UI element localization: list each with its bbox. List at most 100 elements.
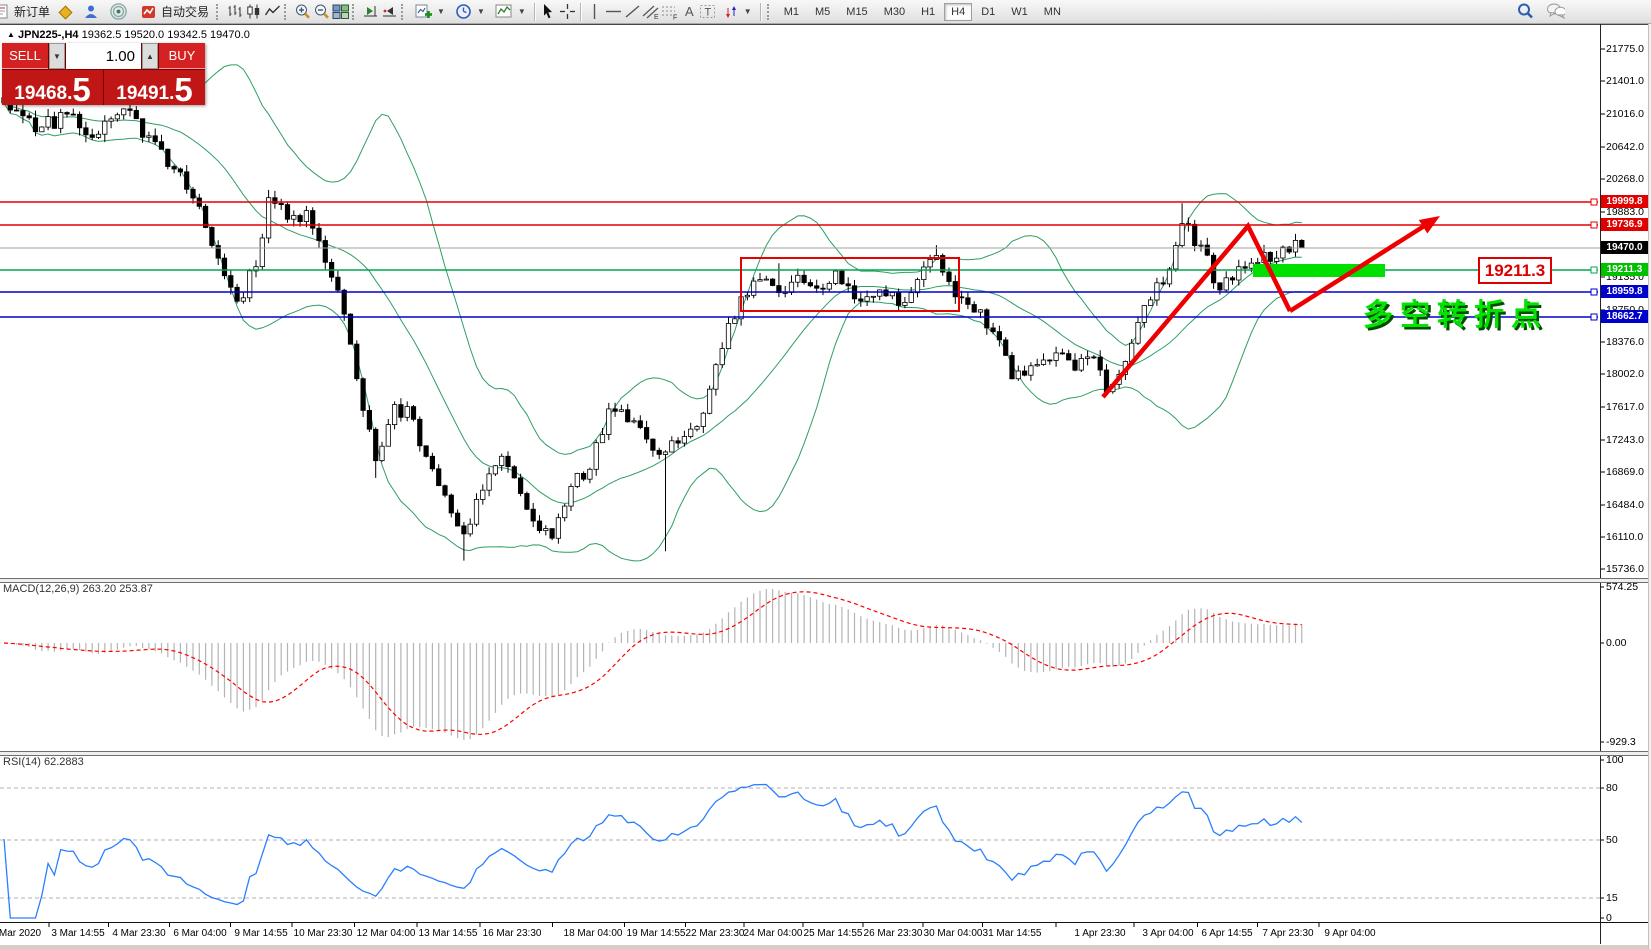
- svg-text:E: E: [654, 14, 659, 20]
- timeframe-m5[interactable]: M5: [815, 5, 831, 18]
- signal-icon[interactable]: [109, 2, 128, 21]
- toolbar-grip: [216, 3, 223, 20]
- timeframe-h4[interactable]: H4: [944, 2, 973, 21]
- price-tick-label: 18376.0: [1606, 336, 1644, 348]
- price-tick-label: 21775.0: [1606, 43, 1644, 55]
- sell-price-main: 19468.: [14, 83, 73, 104]
- time-axis-label: 31 Mar 14:55: [982, 928, 1042, 939]
- bar-chart-mode-icon[interactable]: [225, 2, 244, 21]
- candlestick-mode-icon[interactable]: [244, 2, 263, 21]
- buy-price[interactable]: 19491. 5: [104, 70, 205, 106]
- trend-arrow-head: [1418, 216, 1440, 234]
- timeframe-m1[interactable]: M1: [783, 5, 799, 18]
- symbol-info-bar: ▲ JPN225-,H4 19362.5 19520.0 19342.5 194…: [7, 29, 250, 41]
- svg-text:A: A: [685, 4, 694, 19]
- dropdown-arrow-icon: ▼: [743, 7, 752, 16]
- profiles-button[interactable]: ▼: [450, 1, 490, 22]
- timeframe-m30[interactable]: M30: [883, 5, 906, 18]
- sell-button[interactable]: SELL: [2, 43, 48, 69]
- sell-price[interactable]: 19468. 5: [2, 70, 103, 108]
- svg-text:T: T: [705, 7, 712, 19]
- turning-point-text[interactable]: 多空转折点: [1363, 299, 1548, 332]
- zoom-out-icon[interactable]: [312, 2, 331, 21]
- trend-arrow-drawing[interactable]: [1288, 221, 1430, 313]
- line-chart-mode-icon[interactable]: [263, 2, 282, 21]
- buy-button[interactable]: BUY: [159, 43, 205, 69]
- label-tool-icon[interactable]: T: [699, 2, 718, 21]
- timeframe-mn[interactable]: MN: [1043, 5, 1061, 18]
- rsi-value: 62.2883: [43, 756, 84, 768]
- rsi-label: RSI(14) 62.2883: [3, 756, 84, 768]
- symbol-marker-icon: ▲: [7, 30, 15, 39]
- rsi-axis-label: 80: [1606, 782, 1618, 794]
- toolbar-separator: [579, 2, 582, 21]
- price-tick-label: 17243.0: [1606, 434, 1644, 446]
- time-axis-label: Mar 2020: [0, 928, 42, 939]
- auto-trading-label: 自动交易: [161, 5, 210, 19]
- chart-shift-icon[interactable]: [361, 2, 380, 21]
- bottom-strip: [0, 945, 1651, 949]
- price-tick-label: 21401.0: [1606, 75, 1644, 87]
- new-chart-button[interactable]: ▼: [410, 1, 450, 22]
- current-price-badge: 19470.0: [1601, 241, 1648, 254]
- trend-zigzag-drawing[interactable]: [1101, 221, 1293, 399]
- volume-up-button[interactable]: ▲: [142, 43, 158, 69]
- timeframe-h1[interactable]: H1: [921, 5, 936, 18]
- chart-frame-top: [0, 24, 1651, 25]
- vertical-line-tool-icon[interactable]: [585, 2, 604, 21]
- rsi-pane-divider[interactable]: [0, 751, 1651, 756]
- arrows-tool-button[interactable]: ▼: [718, 1, 757, 22]
- volume-down-button[interactable]: ▼: [49, 43, 65, 69]
- text-tool-icon[interactable]: A: [680, 2, 699, 21]
- crosshair-icon[interactable]: [558, 2, 577, 21]
- time-axis-label: 4 Mar 23:30: [112, 928, 166, 939]
- price-level-badge: 18959.8: [1601, 285, 1648, 298]
- time-axis-label: 3 Apr 04:00: [1142, 928, 1194, 939]
- dropdown-arrow-icon: ▼: [476, 7, 485, 16]
- chat-icon[interactable]: [1546, 2, 1565, 21]
- rsi-axis-label: 15: [1606, 892, 1618, 904]
- horizontal-line-tool-icon[interactable]: [604, 2, 623, 21]
- new-order-button[interactable]: 新订单: [0, 1, 55, 22]
- toolbar-separator: [759, 2, 762, 21]
- price-tick-label: 17617.0: [1606, 401, 1644, 413]
- timeframe-m15[interactable]: M15: [846, 5, 868, 18]
- indicators-button[interactable]: ▼: [490, 1, 531, 22]
- time-axis-label: 13 Mar 14:55: [418, 928, 478, 939]
- search-icon[interactable]: [1516, 2, 1535, 21]
- community-icon[interactable]: [82, 2, 101, 21]
- tile-windows-icon[interactable]: [331, 2, 350, 21]
- toolbar-grip: [401, 3, 408, 20]
- symbol-ohlc: 19362.5 19520.0 19342.5 19470.0: [81, 29, 250, 41]
- price-level-badge: 19736.9: [1601, 218, 1648, 231]
- red-rectangle-drawing[interactable]: [740, 257, 960, 312]
- time-axis-label: 6 Mar 04:00: [173, 928, 227, 939]
- gold-seal-icon[interactable]: [55, 2, 74, 21]
- dropdown-arrow-icon: ▼: [437, 7, 445, 16]
- time-axis-label: 7 Apr 23:30: [1262, 928, 1314, 939]
- trendline-tool-icon[interactable]: [623, 2, 642, 21]
- zoom-in-icon[interactable]: [293, 2, 312, 21]
- sell-price-big-digit: 5: [72, 70, 91, 108]
- time-axis-label: 26 Mar 23:30: [863, 928, 923, 939]
- price-tick-label: 16484.0: [1606, 499, 1644, 511]
- time-axis-border: [0, 922, 1651, 923]
- price-axis-line: [1600, 24, 1601, 944]
- cursor-icon[interactable]: [539, 2, 558, 21]
- rsi-title: RSI(14): [3, 756, 41, 768]
- macd-pane-divider[interactable]: [0, 578, 1651, 583]
- timeframe-d1[interactable]: D1: [981, 5, 996, 18]
- timeframe-w1[interactable]: W1: [1011, 5, 1028, 18]
- price-level-note[interactable]: 19211.3: [1478, 257, 1552, 284]
- new-order-icon: [0, 2, 11, 21]
- channel-tool-icon[interactable]: E: [642, 2, 661, 21]
- macd-signal-value: 253.87: [119, 583, 153, 595]
- time-axis-label: 16 Mar 23:30: [482, 928, 542, 939]
- time-axis-label: 22 Mar 23:30: [685, 928, 745, 939]
- volume-input[interactable]: 1.00: [66, 43, 141, 69]
- auto-scroll-icon[interactable]: [380, 2, 399, 21]
- auto-trading-button[interactable]: 自动交易: [134, 1, 214, 22]
- buy-price-main: 19491.: [116, 83, 175, 104]
- fibonacci-tool-icon[interactable]: F: [661, 2, 680, 21]
